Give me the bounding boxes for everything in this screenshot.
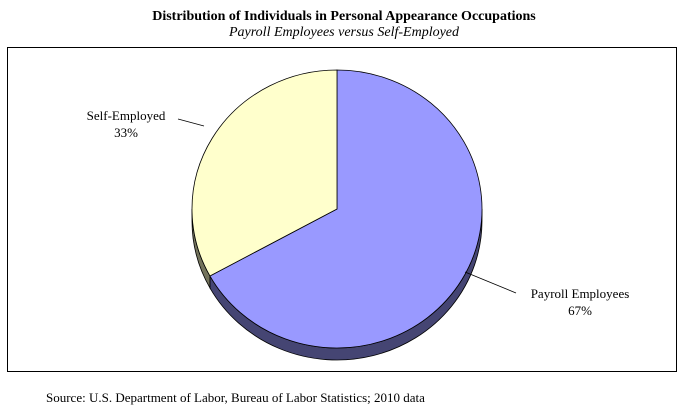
pie-chart: Payroll Employees 67% Self-Employed 33% bbox=[87, 69, 630, 361]
slice-label: Self-Employed bbox=[87, 108, 166, 123]
leader-line-0 bbox=[464, 271, 517, 294]
leader-line-1 bbox=[177, 118, 205, 127]
chart-area: Payroll Employees 67% Self-Employed 33% bbox=[7, 47, 677, 372]
slice-value-label: 33% bbox=[114, 125, 138, 140]
pie-slice-payroll-employees bbox=[209, 69, 483, 349]
slice-label: Payroll Employees bbox=[531, 286, 630, 301]
pie-slice-self-employed bbox=[191, 69, 338, 277]
slice-value-label: 67% bbox=[568, 303, 592, 318]
source-note: Source: U.S. Department of Labor, Bureau… bbox=[46, 390, 425, 405]
chart-title: Distribution of Individuals in Personal … bbox=[152, 9, 536, 24]
chart-subtitle: Payroll Employees versus Self-Employed bbox=[228, 25, 460, 40]
